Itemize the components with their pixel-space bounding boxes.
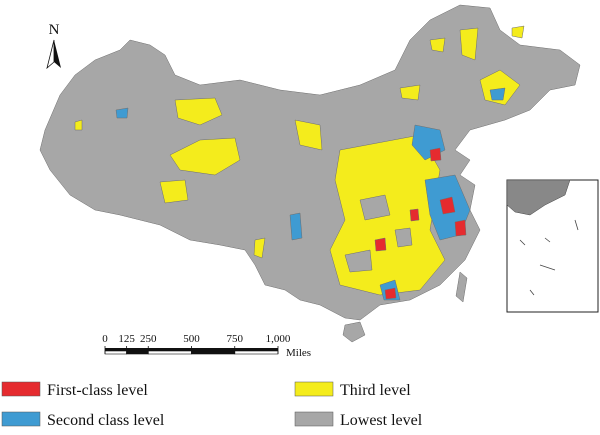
scale-segment: [104, 350, 127, 355]
inset-islands: [519, 219, 579, 296]
region-third: [511, 25, 525, 39]
region-second: [289, 212, 303, 241]
region-third: [479, 69, 521, 106]
region-third: [253, 237, 266, 259]
scale-segment: [126, 350, 149, 355]
legend-swatch: [294, 411, 334, 427]
region-third: [294, 119, 323, 151]
region-first: [374, 237, 387, 252]
region-second: [489, 87, 506, 101]
scale-label: 0: [102, 333, 108, 345]
legend-label: Lowest level: [340, 412, 423, 429]
north-arrow: [46, 39, 55, 70]
region-lowest: [455, 271, 468, 303]
legend-swatch: [1, 381, 41, 397]
region-third: [159, 179, 189, 204]
inset-land: [506, 179, 571, 216]
region-lowest: [39, 4, 581, 321]
scale-segment: [234, 348, 278, 351]
scale-segment: [105, 348, 127, 351]
scale-label: 500: [183, 333, 200, 345]
scale-bar: 0 125 250 500 750 1,000 Miles: [102, 333, 311, 359]
scale-segment: [126, 348, 149, 351]
legend: First-class level Second class level Third…: [1, 381, 423, 429]
scale-segment: [191, 348, 235, 351]
region-third: [74, 119, 83, 131]
north-label: N: [49, 22, 60, 38]
scale-unit: Miles: [286, 347, 311, 359]
legend-swatch: [1, 411, 41, 427]
region-third: [399, 84, 421, 101]
lowest-level-regions: [344, 194, 413, 273]
scale-segment: [148, 348, 192, 351]
scale-segment: [234, 350, 279, 355]
scale-label: 250: [140, 333, 157, 345]
scale-segment: [147, 350, 192, 355]
region-first: [384, 287, 397, 300]
first-level-regions: [374, 147, 467, 300]
legend-swatch: [294, 381, 334, 397]
region-lowest: [394, 227, 413, 248]
region-third: [429, 37, 446, 53]
region-third: [174, 97, 223, 126]
region-first: [429, 147, 442, 162]
scale-label: 1,000: [266, 333, 291, 345]
region-first: [409, 208, 420, 222]
region-first: [439, 196, 456, 215]
scale-label: 750: [227, 333, 244, 345]
region-third: [459, 27, 479, 61]
scale-segment: [191, 350, 236, 355]
region-third: [169, 137, 241, 176]
region-second: [115, 107, 129, 119]
scale-label: 125: [118, 333, 135, 345]
map: N: [39, 4, 599, 343]
legend-label: Third level: [340, 382, 411, 399]
region-first: [454, 219, 467, 237]
north-arrow: [54, 40, 61, 68]
region-lowest: [344, 249, 373, 273]
legend-label: Second class level: [47, 412, 165, 429]
legend-label: First-class level: [47, 382, 148, 399]
region-lowest: [342, 321, 366, 343]
region-lowest: [359, 194, 391, 221]
